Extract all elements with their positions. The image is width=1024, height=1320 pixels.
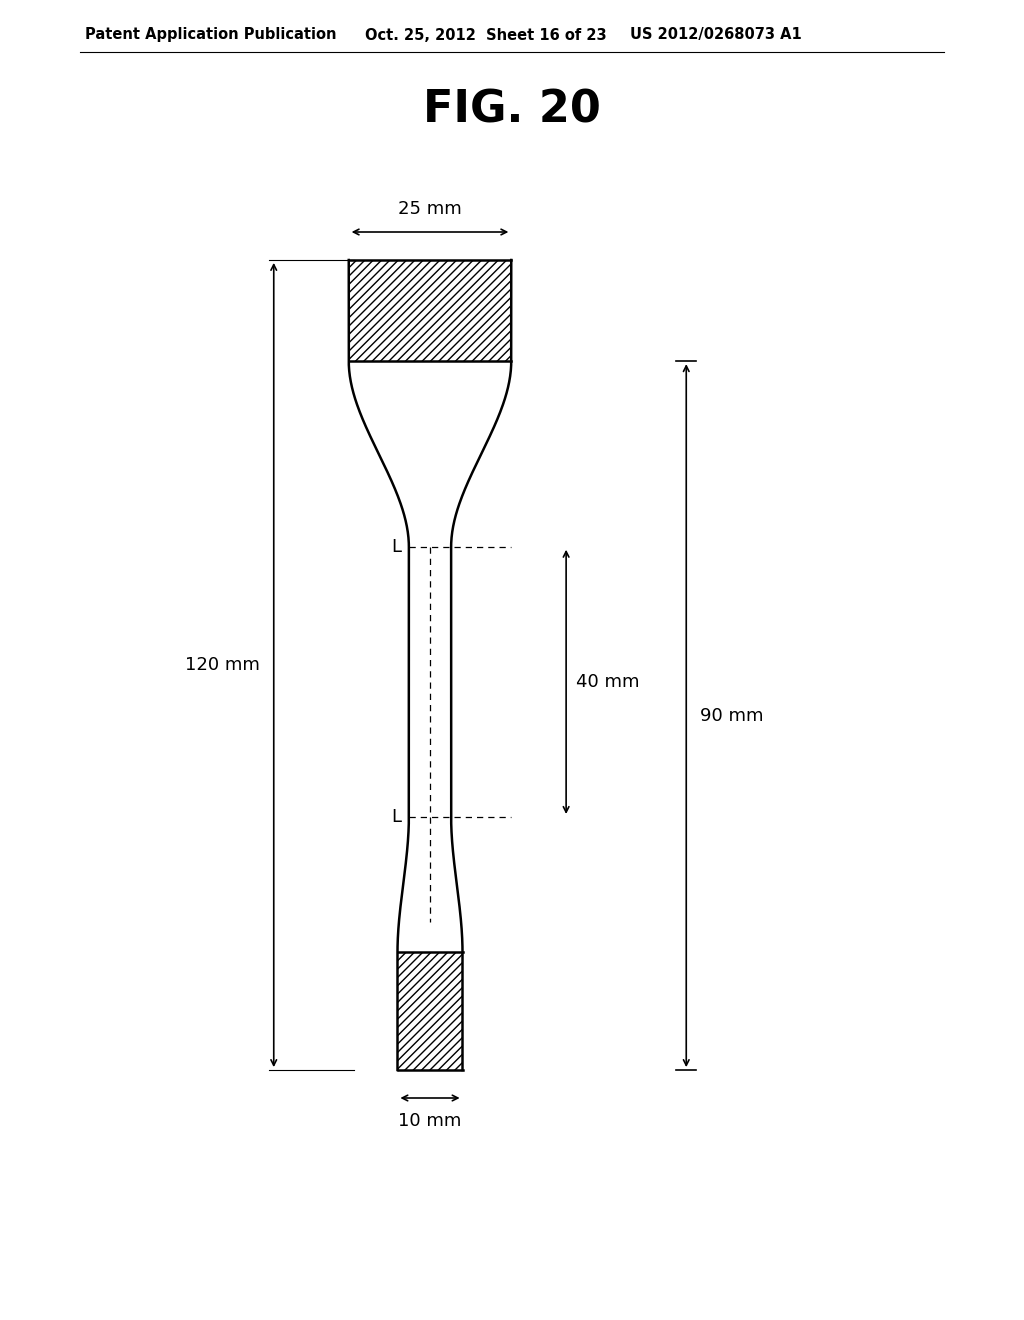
Text: L: L [391, 808, 400, 826]
Text: 120 mm: 120 mm [185, 656, 260, 675]
Text: 25 mm: 25 mm [398, 201, 462, 218]
Text: US 2012/0268073 A1: US 2012/0268073 A1 [630, 28, 802, 42]
Bar [349, 260, 511, 362]
Text: Patent Application Publication: Patent Application Publication [85, 28, 337, 42]
Text: Oct. 25, 2012  Sheet 16 of 23: Oct. 25, 2012 Sheet 16 of 23 [365, 28, 606, 42]
Text: 10 mm: 10 mm [398, 1111, 462, 1130]
Text: L: L [391, 537, 400, 556]
Text: FIG. 20: FIG. 20 [423, 88, 601, 132]
Bar [397, 952, 463, 1071]
Text: 40 mm: 40 mm [577, 673, 640, 690]
Text: 90 mm: 90 mm [700, 706, 764, 725]
